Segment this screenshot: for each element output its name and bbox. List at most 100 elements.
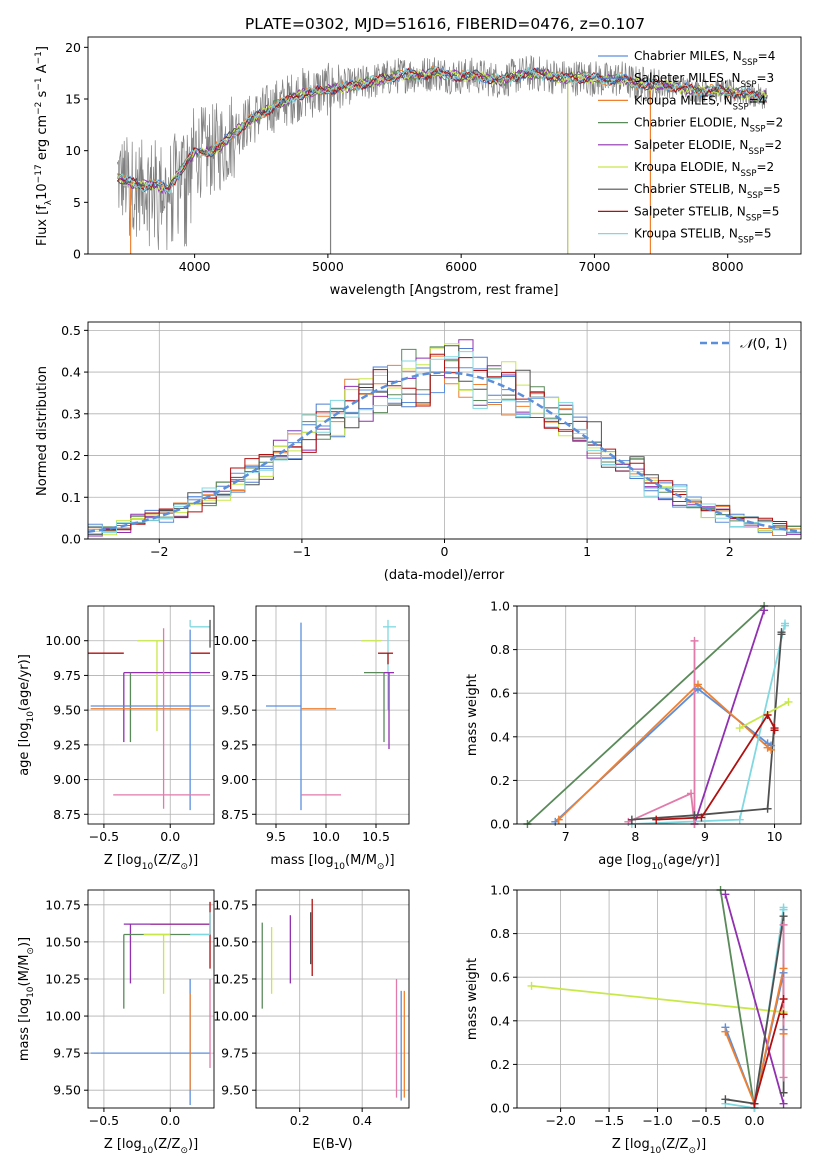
x-tick-label: 8 [631, 829, 639, 844]
legend-entry: Salpeter MILES, NSSP=3 [634, 71, 774, 90]
y-tick-label: 0.4 [490, 729, 510, 744]
legend-sub: SSP [741, 80, 757, 90]
legend-text: Kroupa ELODIE, N [634, 160, 741, 174]
plot-area [266, 619, 396, 811]
y-tick-label: 0.8 [490, 642, 510, 657]
x-tick-label: 0.0 [745, 1113, 765, 1128]
legend-text: Chabrier STELIB, N [634, 182, 747, 196]
label-part: 10 [334, 862, 346, 872]
weight-marker [779, 1088, 788, 1097]
legend-text: (0, 1) [752, 337, 787, 352]
gaussian-curve [88, 371, 801, 533]
weight-marker [779, 1073, 788, 1082]
x-axis-label: Z [log10(Z/Z⊙)] [612, 1137, 706, 1156]
x-tick-label: 6000 [445, 259, 477, 274]
legend-text: Salpeter ELODIE, N [634, 138, 748, 152]
legend-text: =5 [754, 227, 772, 241]
model-kroupa_stelib [117, 65, 767, 193]
axes-frame [516, 889, 802, 1109]
y-tick-label: 0.2 [490, 773, 510, 788]
x-tick-label: −1.0 [642, 1113, 672, 1128]
y-tick-label: 10.75 [45, 897, 81, 912]
y-tick-label: 9.25 [221, 737, 249, 752]
legend-text: =2 [764, 138, 782, 152]
weight-line-salpeter_elodie [724, 894, 785, 1104]
label-part: (Z/Z [153, 853, 180, 868]
legend-sub: SSP [747, 191, 763, 201]
label-part: −1 [34, 51, 44, 64]
weight-marker [763, 804, 772, 813]
legend-text: Chabrier ELODIE, N [634, 116, 750, 130]
x-tick-label: 7 [562, 829, 570, 844]
legend-text: =2 [766, 116, 784, 130]
label-part: )] [384, 853, 394, 868]
axes-frame [516, 605, 802, 825]
y-tick-label: 9.00 [221, 772, 249, 787]
y-tick-label: 10.50 [213, 934, 249, 949]
y-tick-label: 0.4 [490, 1013, 510, 1028]
x-tick-label: 1 [583, 544, 591, 559]
x-tick-label: 0 [441, 544, 449, 559]
weight-marker [779, 1029, 788, 1038]
axes-frame [255, 605, 410, 825]
x-axis-label: (data-model)/error [384, 568, 505, 583]
plot-area [88, 619, 211, 811]
weight-marker [735, 724, 744, 733]
label-part: Z [log [104, 1137, 142, 1152]
label-part: Normed distribution [35, 366, 50, 496]
weight-marker [652, 815, 661, 824]
legend-entry: Chabrier ELODIE, NSSP=2 [634, 116, 783, 135]
y-tick-label: 9.50 [53, 703, 81, 718]
y-tick-label: 8.75 [53, 807, 81, 822]
x-tick-label: 10.5 [362, 829, 390, 844]
y-tick-label: 9.50 [221, 1083, 249, 1098]
y-tick-label: 10.75 [213, 897, 249, 912]
legend-sub: SSP [748, 147, 764, 157]
legend-sub: SSP [750, 125, 766, 135]
weight-marker [780, 621, 789, 630]
y-tick-label: 0.8 [490, 926, 510, 941]
label-part: 10 [26, 711, 36, 723]
label-part: 10 [35, 183, 50, 200]
y-tick-label: 8.75 [221, 807, 249, 822]
weight-line-pink [628, 640, 696, 824]
legend-text: =4 [758, 49, 776, 63]
axes-frame [255, 889, 410, 1109]
weight-line-chabrier_elodie [526, 606, 765, 824]
y-tick-label: 1.0 [490, 599, 510, 614]
plot-area [90, 901, 211, 1106]
weight-marker [697, 813, 706, 822]
label-part: mass weight [465, 674, 480, 756]
label-part: 10 [26, 986, 36, 998]
label-part: ] [35, 46, 50, 51]
y-tick-label: 5 [73, 195, 81, 210]
y-axis-label: Normed distribution [35, 366, 50, 496]
y-tick-label: 15 [65, 92, 81, 107]
weight-marker [693, 680, 702, 689]
label-part: mass [log [270, 853, 333, 868]
panel-spectrum: 4000 5000 6000 7000 8000 0 5 10 15 20 wavelength [… [34, 36, 802, 298]
x-axis-label: age [log10(age/yr)] [598, 853, 720, 872]
label-part: mass [log [17, 998, 32, 1061]
x-tick-label: 0.2 [290, 1113, 310, 1128]
weight-line-salpeter_elodie [693, 610, 765, 824]
label-part: ⊙ [180, 862, 188, 872]
y-tick-label: 10.25 [213, 971, 249, 986]
x-tick-label: 0.4 [352, 1113, 372, 1128]
weight-marker [779, 1099, 788, 1108]
legend-text: Kroupa MILES, N [634, 93, 733, 107]
label-part: )] [188, 1137, 198, 1152]
label-part: Z [log [104, 853, 142, 868]
plot-area [116, 55, 769, 254]
x-tick-label: 0.0 [160, 829, 180, 844]
weight-line-chabrier_miles [554, 687, 772, 823]
y-tick-label: 20 [65, 40, 81, 55]
figure-title: PLATE=0302, MJD=51616, FIBERID=0476, z=0… [245, 15, 645, 33]
weight-marker [777, 630, 786, 639]
weight-marker [779, 912, 788, 921]
y-axis-label: age [log10(age/yr)] [17, 654, 36, 776]
y-axis-label: mass weight [465, 958, 480, 1040]
